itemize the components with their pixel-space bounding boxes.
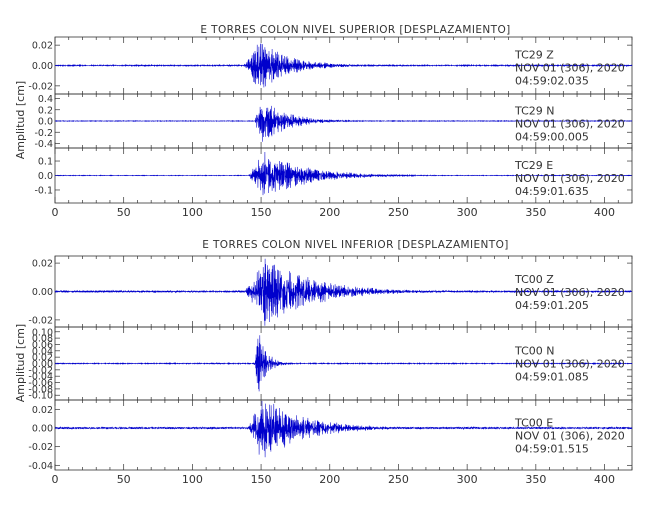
x-tick-label: 250 bbox=[388, 473, 409, 486]
y-tick-label: -0.4 bbox=[34, 139, 53, 150]
y-tick-label: 0.00 bbox=[32, 424, 53, 435]
x-tick-label: 400 bbox=[594, 206, 615, 219]
y-tick-label: 0.00 bbox=[32, 61, 53, 72]
time-label: 04:59:00.005 bbox=[515, 131, 589, 144]
time-label: 04:59:01.085 bbox=[515, 371, 589, 384]
chart-lower: E TORRES COLON NIVEL INFERIOR [DESPLAZAM… bbox=[14, 239, 633, 486]
chart-title: E TORRES COLON NIVEL INFERIOR [DESPLAZAM… bbox=[202, 239, 509, 251]
chart-upper: E TORRES COLON NIVEL SUPERIOR [DESPLAZAM… bbox=[14, 24, 633, 219]
x-tick-label: 400 bbox=[594, 473, 615, 486]
y-tick-label: -0.02 bbox=[28, 365, 53, 376]
y-tick-label: 0.02 bbox=[32, 353, 53, 364]
x-tick-label: 350 bbox=[525, 473, 546, 486]
trace-TC29-E bbox=[54, 151, 633, 196]
date-label: NOV 01 (306), 2020 bbox=[515, 286, 625, 299]
x-tick-label: 350 bbox=[525, 206, 546, 219]
time-label: 04:59:01.515 bbox=[515, 443, 589, 456]
y-tick-label: 0.0 bbox=[38, 117, 53, 128]
y-tick-label: 0.02 bbox=[32, 405, 53, 416]
y-tick-label: 0.02 bbox=[32, 259, 53, 270]
panel-TC00-N: 0.100.080.060.040.020.00-0.02-0.04-0.06-… bbox=[28, 326, 633, 402]
y-tick-label: 0.0 bbox=[38, 171, 53, 182]
y-tick-label: -0.02 bbox=[28, 81, 53, 92]
y-tick-label: 0.02 bbox=[32, 41, 53, 52]
y-tick-label: 0.00 bbox=[32, 359, 53, 370]
station-label: TC29 E bbox=[514, 159, 553, 172]
date-label: NOV 01 (306), 2020 bbox=[515, 172, 625, 185]
date-label: NOV 01 (306), 2020 bbox=[515, 62, 625, 75]
trace-TC00-E bbox=[54, 400, 633, 458]
x-tick-label: 50 bbox=[117, 206, 131, 219]
y-tick-label: -0.2 bbox=[34, 128, 53, 139]
x-tick-label: 150 bbox=[251, 206, 272, 219]
y-tick-label: -0.02 bbox=[28, 442, 53, 453]
y-tick-label: 0.06 bbox=[32, 340, 53, 351]
x-tick-label: 300 bbox=[457, 206, 478, 219]
chart-title: E TORRES COLON NIVEL SUPERIOR [DESPLAZAM… bbox=[200, 24, 510, 36]
station-label: TC29 Z bbox=[514, 49, 554, 62]
trace-TC00-N bbox=[54, 335, 633, 392]
time-label: 04:59:02.035 bbox=[515, 75, 589, 88]
y-axis-label: Amplitud [cm] bbox=[14, 81, 27, 159]
y-tick-label: 0.1 bbox=[38, 157, 53, 168]
trace-TC00-Z bbox=[54, 258, 633, 326]
station-label: TC00 Z bbox=[514, 273, 554, 286]
y-tick-label: -0.02 bbox=[28, 315, 53, 326]
y-tick-label: -0.04 bbox=[28, 461, 53, 472]
station-label: TC29 N bbox=[514, 105, 554, 118]
y-tick-label: -0.04 bbox=[28, 372, 53, 383]
x-tick-label: 250 bbox=[388, 206, 409, 219]
trace-TC29-N bbox=[54, 105, 633, 142]
x-tick-label: 50 bbox=[117, 473, 131, 486]
y-tick-label: 0.08 bbox=[32, 334, 53, 345]
y-tick-label: 0.4 bbox=[38, 94, 53, 105]
time-label: 04:59:01.635 bbox=[515, 185, 589, 198]
x-tick-label: 300 bbox=[457, 473, 478, 486]
y-tick-label: 0.10 bbox=[32, 327, 53, 338]
date-label: NOV 01 (306), 2020 bbox=[515, 118, 625, 131]
trace-TC29-Z bbox=[54, 43, 633, 88]
x-tick-label: 0 bbox=[52, 473, 59, 486]
y-tick-label: 0.2 bbox=[38, 105, 53, 116]
y-axis-label: Amplitud [cm] bbox=[14, 324, 27, 402]
time-label: 04:59:01.205 bbox=[515, 299, 589, 312]
y-tick-label: -0.08 bbox=[28, 384, 53, 395]
y-tick-label: 0.00 bbox=[32, 287, 53, 298]
x-tick-label: 0 bbox=[52, 206, 59, 219]
x-tick-label: 200 bbox=[319, 206, 340, 219]
station-label: TC00 N bbox=[514, 345, 554, 358]
y-tick-label: -0.1 bbox=[34, 185, 53, 196]
x-tick-label: 100 bbox=[182, 206, 203, 219]
x-tick-label: 100 bbox=[182, 473, 203, 486]
station-label: TC00 E bbox=[514, 417, 553, 430]
y-tick-label: 0.04 bbox=[32, 346, 53, 357]
x-tick-label: 200 bbox=[319, 473, 340, 486]
y-tick-label: -0.10 bbox=[28, 391, 53, 402]
y-tick-label: -0.06 bbox=[28, 378, 53, 389]
date-label: NOV 01 (306), 2020 bbox=[515, 430, 625, 443]
x-tick-label: 150 bbox=[251, 473, 272, 486]
date-label: NOV 01 (306), 2020 bbox=[515, 358, 625, 371]
